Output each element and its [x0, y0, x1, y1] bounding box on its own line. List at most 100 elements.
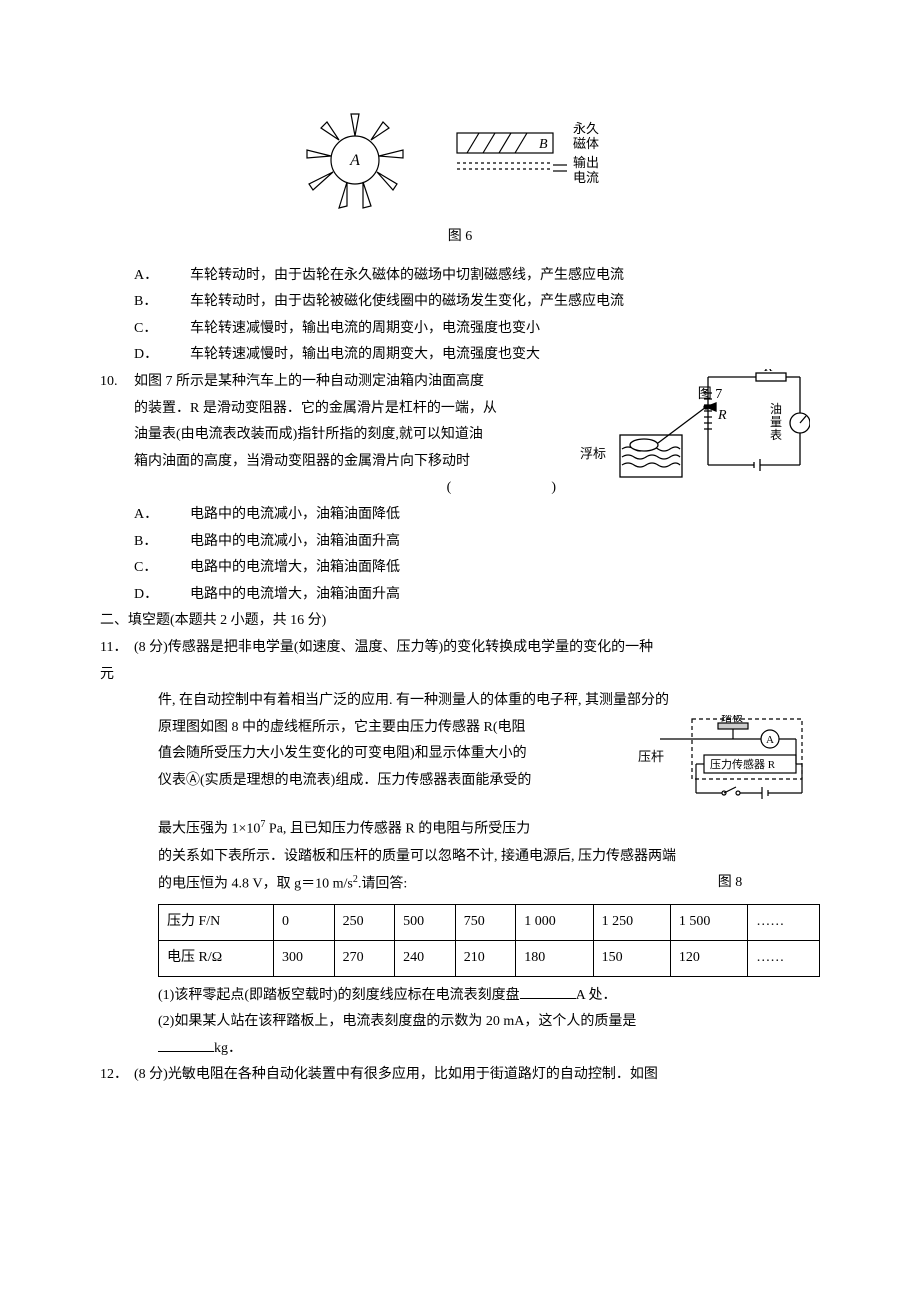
- table-cell: 210: [455, 940, 516, 976]
- question-12: 12． (8 分)光敏电阻在各种自动化装置中有很多应用，比如用于街道路灯的自动控…: [100, 1062, 820, 1089]
- q11-sub2: (2)如果某人站在该秤踏板上，电流表刻度盘的示数为 20 mA，这个人的质量是: [158, 1009, 820, 1036]
- table-cell: ……: [748, 905, 820, 941]
- q11-l8: 的电压恒为 4.8 V，取 g＝10 m/s2.请回答:: [158, 870, 640, 898]
- option-text: 车轮转动时，由于齿轮被磁化使线圈中的磁场发生变化，产生感应电流: [190, 289, 820, 316]
- gear-label: A: [349, 152, 360, 169]
- q11-l1: (8 分)传感器是把非电学量(如速度、温度、压力等)的变化转换成电学量的变化的一…: [134, 635, 820, 662]
- table-cell: 1 250: [593, 905, 670, 941]
- table-cell: ……: [748, 940, 820, 976]
- fig8-pedal: 踏板: [721, 715, 743, 724]
- q6-option-a: A． 车轮转动时，由于齿轮在永久磁体的磁场中切割磁感线，产生感应电流: [100, 263, 820, 290]
- option-text: 电路中的电流增大，油箱油面升高: [190, 582, 820, 609]
- table-cell: 0: [274, 905, 335, 941]
- blank-input[interactable]: [520, 984, 576, 999]
- q11-l2: 件, 在自动控制中有着相当广泛的应用. 有一种测量人的体重的电子秤, 其测量部分…: [158, 688, 820, 715]
- q11-l6b: Pa, 且已知压力传感器 R 的电阻与所受压力: [265, 822, 530, 837]
- option-label: C．: [100, 316, 190, 343]
- option-label: B．: [100, 529, 190, 556]
- table-row: 电压 R/Ω 300 270 240 210 180 150 120 ……: [159, 940, 820, 976]
- table-cell: 1 500: [670, 905, 747, 941]
- q11-l8b: .请回答:: [358, 877, 407, 892]
- q6-option-c: C． 车轮转速减慢时，输出电流的周期变小，电流强度也变小: [100, 316, 820, 343]
- q10-option-a: A． 电路中的电流减小，油箱油面降低: [100, 502, 820, 529]
- fig8-ammeter: A: [766, 734, 774, 746]
- fig7-rprime: R′: [763, 369, 777, 375]
- q12-text: (8 分)光敏电阻在各种自动化装置中有很多应用，比如用于街道路灯的自动控制．如图: [134, 1062, 820, 1089]
- q11-sub1: (1)该秤零起点(即踏板空载时)的刻度线应标在电流表刻度盘 A 处．: [158, 983, 820, 1010]
- option-text: 车轮转速减慢时，输出电流的周期变大，电流强度也变大: [190, 342, 820, 369]
- q11-l6: 最大压强为 1×107 Pa, 且已知压力传感器 R 的电阻与所受压力: [158, 815, 820, 843]
- question-11: 11． (8 分)传感器是把非电学量(如速度、温度、压力等)的变化转换成电学量的…: [100, 635, 820, 662]
- option-label: A．: [100, 263, 190, 290]
- q10-number: 10.: [100, 369, 134, 396]
- table-cell: 压力 F/N: [159, 905, 274, 941]
- section-2-heading: 二、填空题(本题共 2 小题，共 16 分): [100, 608, 820, 635]
- magnet-b-label: B: [539, 137, 548, 152]
- q11-sub2-blank: kg．: [158, 1036, 820, 1063]
- option-label: A．: [100, 502, 190, 529]
- fig7-meter-3: 表: [770, 428, 782, 442]
- fig7-r: R: [717, 408, 727, 423]
- q11-l5: 仪表Ⓐ(实质是理想的电流表)组成．压力传感器表面能承受的: [158, 768, 640, 795]
- fig7-meter-1: 油: [770, 402, 782, 416]
- table-row: 压力 F/N 0 250 500 750 1 000 1 250 1 500 ……: [159, 905, 820, 941]
- side-label-3: 电流: [573, 170, 599, 185]
- q11-l6a: 最大压强为 1×10: [158, 822, 260, 837]
- option-label: C．: [100, 555, 190, 582]
- pressure-resistance-table: 压力 F/N 0 250 500 750 1 000 1 250 1 500 ……: [158, 904, 820, 976]
- magnet-diagram: B 永久 磁体 输出 电流: [455, 115, 625, 205]
- q10-line2: 的装置．R 是滑动变阻器．它的金属滑片是杠杆的一端，从: [100, 396, 600, 423]
- figure-8-caption: 图 8: [640, 870, 820, 898]
- fig7-meter-2: 量: [770, 415, 782, 429]
- option-text: 车轮转动时，由于齿轮在永久磁体的磁场中切割磁感线，产生感应电流: [190, 263, 820, 290]
- table-cell: 270: [334, 940, 395, 976]
- option-label: D．: [100, 582, 190, 609]
- blank-input[interactable]: [158, 1037, 214, 1052]
- q11-number: 11．: [100, 635, 134, 662]
- option-label: D．: [100, 342, 190, 369]
- fig8-lever-label: 压杆: [638, 745, 664, 770]
- q6-option-d: D． 车轮转速减慢时，输出电流的周期变大，电流强度也变大: [100, 342, 820, 369]
- q11-l8a: 的电压恒为 4.8 V，取 g＝10 m/s: [158, 877, 353, 892]
- q10-paren: ( ): [100, 475, 600, 502]
- option-text: 车轮转速减慢时，输出电流的周期变小，电流强度也变小: [190, 316, 820, 343]
- side-label-1: 磁体: [573, 136, 599, 151]
- table-cell: 120: [670, 940, 747, 976]
- q10-option-d: D． 电路中的电流增大，油箱油面升高: [100, 582, 820, 609]
- side-label-0: 永久: [573, 121, 599, 136]
- q10-line3: 油量表(由电流表改装而成)指针所指的刻度,就可以知道油: [100, 422, 600, 449]
- q11-hang: 元: [100, 662, 820, 689]
- q11-sub1a: (1)该秤零起点(即踏板空载时)的刻度线应标在电流表刻度盘: [158, 988, 520, 1003]
- q10-line1: 如图 7 所示是某种汽车上的一种自动测定油箱内油面高度: [134, 369, 600, 396]
- q12-number: 12．: [100, 1062, 134, 1089]
- q10-option-b: B． 电路中的电流减小，油箱油面升高: [100, 529, 820, 556]
- side-label-2: 输出: [573, 155, 599, 170]
- q11-l3: 原理图如图 8 中的虚线框所示，它主要由压力传感器 R(电阻: [158, 715, 640, 742]
- question-10: 10. 如图 7 所示是某种汽车上的一种自动测定油箱内油面高度 的装置．R 是滑…: [100, 369, 820, 502]
- q11-sub1b: A 处．: [576, 988, 617, 1003]
- table-cell: 150: [593, 940, 670, 976]
- figure-8: A 踏板 压力传感器 R: [650, 715, 810, 805]
- q6-option-b: B． 车轮转动时，由于齿轮被磁化使线圈中的磁场发生变化，产生感应电流: [100, 289, 820, 316]
- q11-l7: 的关系如下表所示．设踏板和压杆的质量可以忽略不计, 接通电源后, 压力传感器两端: [158, 844, 820, 871]
- fig8-sensor: 压力传感器 R: [710, 758, 776, 771]
- table-cell: 240: [395, 940, 456, 976]
- figure-6-caption: 图 6: [100, 224, 820, 251]
- q10-line4: 箱内油面的高度，当滑动变阻器的金属滑片向下移动时: [100, 449, 600, 476]
- table-cell: 180: [516, 940, 593, 976]
- table-cell: 750: [455, 905, 516, 941]
- table-cell: 250: [334, 905, 395, 941]
- fig7-float-label: 浮标: [580, 442, 606, 467]
- gear-diagram: A: [295, 100, 415, 220]
- option-label: B．: [100, 289, 190, 316]
- option-text: 电路中的电流增大，油箱油面降低: [190, 555, 820, 582]
- option-text: 电路中的电流减小，油箱油面降低: [190, 502, 820, 529]
- q10-option-c: C． 电路中的电流增大，油箱油面降低: [100, 555, 820, 582]
- table-cell: 1 000: [516, 905, 593, 941]
- figure-6: A B 永久 磁体 输出 电流: [100, 100, 820, 220]
- table-cell: 300: [274, 940, 335, 976]
- q11-sub2-unit: kg．: [214, 1041, 242, 1056]
- table-cell: 电压 R/Ω: [159, 940, 274, 976]
- table-cell: 500: [395, 905, 456, 941]
- option-text: 电路中的电流减小，油箱油面升高: [190, 529, 820, 556]
